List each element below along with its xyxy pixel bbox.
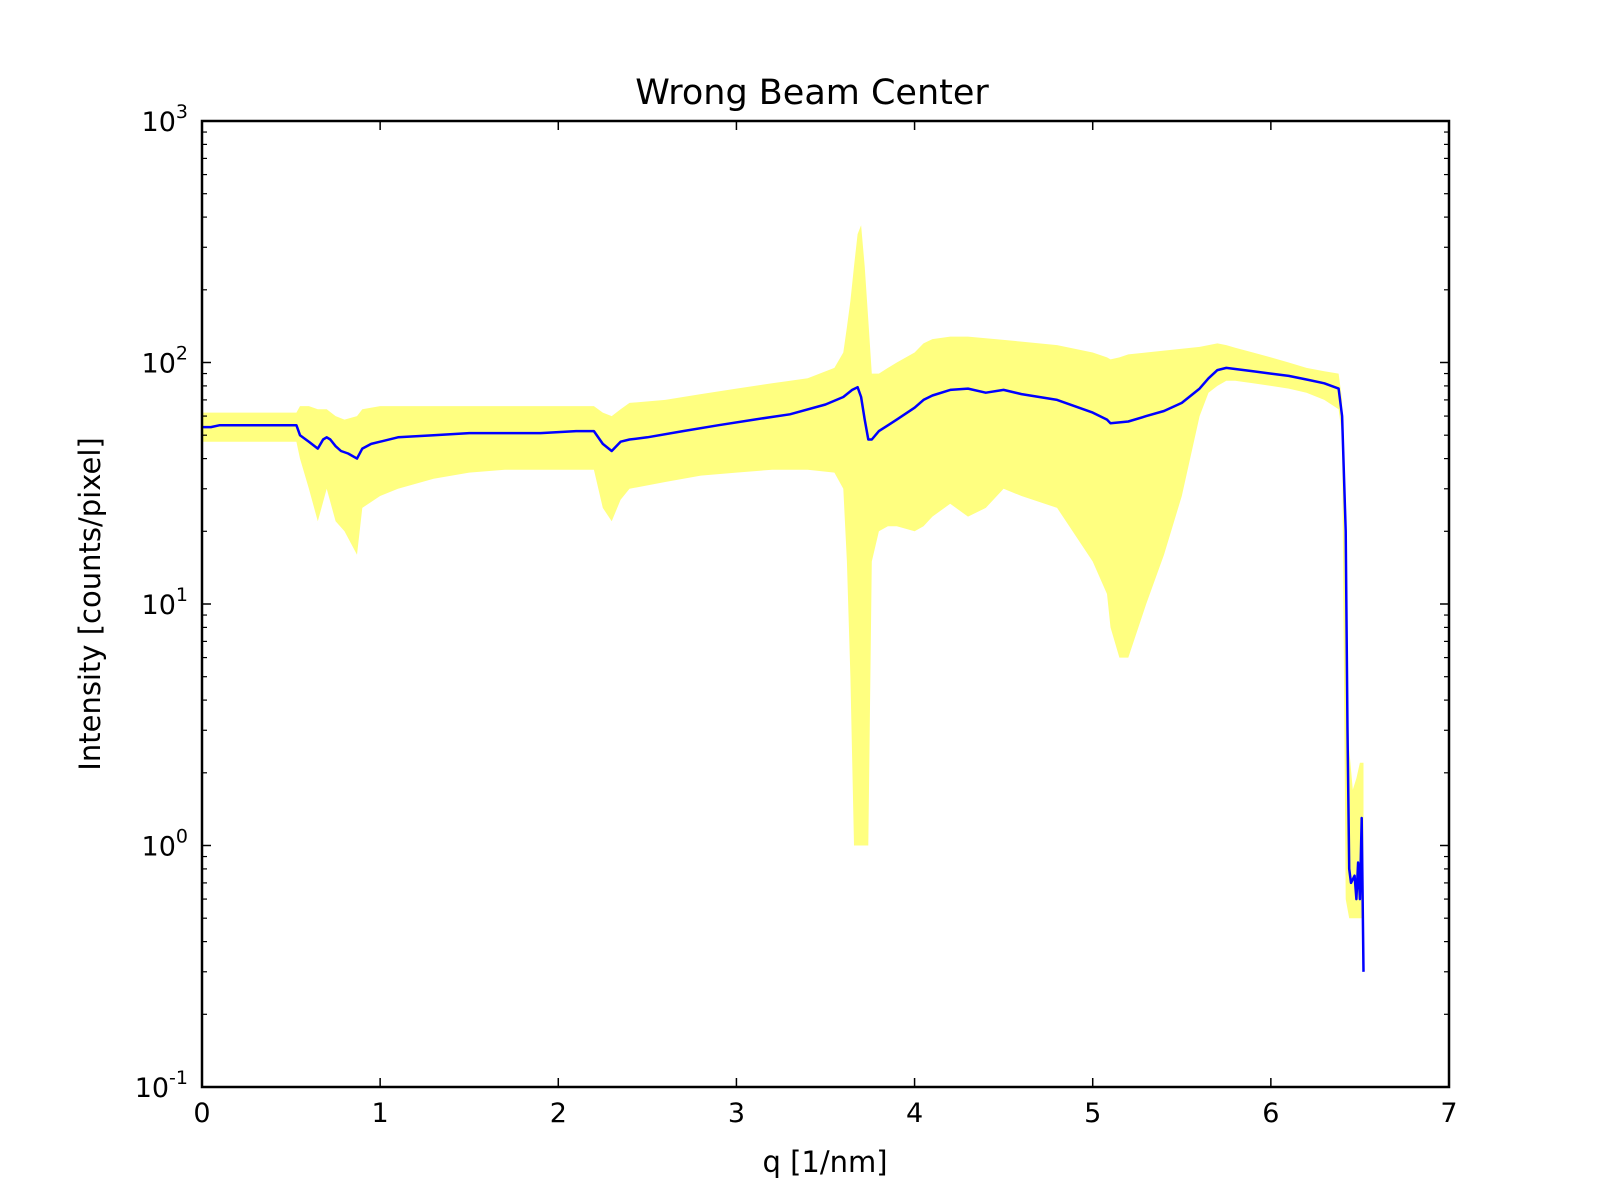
x-axis-ticks: 0 1 2 3 4 5 6 7: [193, 121, 1458, 1129]
x-tick-label: 6: [1262, 1098, 1279, 1129]
y-tick-label: 100: [142, 826, 188, 863]
x-tick-label: 0: [193, 1098, 210, 1129]
y-tick-label: 10-1: [135, 1067, 188, 1104]
x-tick-label: 7: [1440, 1098, 1457, 1129]
series-line-0: [202, 366, 1365, 972]
x-tick-label: 4: [906, 1098, 923, 1129]
x-tick-label: 1: [372, 1098, 389, 1129]
x-tick-label: 5: [1084, 1098, 1101, 1129]
error-band: [202, 225, 1364, 919]
x-tick-label: 3: [728, 1098, 745, 1129]
y-tick-label: 103: [142, 101, 188, 138]
x-tick-label: 2: [550, 1098, 567, 1129]
y-axis-ticks: 10-1 100 101 102 103: [135, 101, 1449, 1104]
chart-title: Wrong Beam Center: [635, 73, 989, 113]
x-axis-label: q [1/nm]: [762, 1145, 887, 1179]
error-band-layer: [202, 225, 1364, 919]
y-tick-label: 102: [142, 343, 188, 380]
y-axis-label: Intensity [counts/pixel]: [73, 437, 107, 770]
series-layer: [202, 366, 1365, 972]
y-tick-label: 101: [142, 584, 188, 621]
